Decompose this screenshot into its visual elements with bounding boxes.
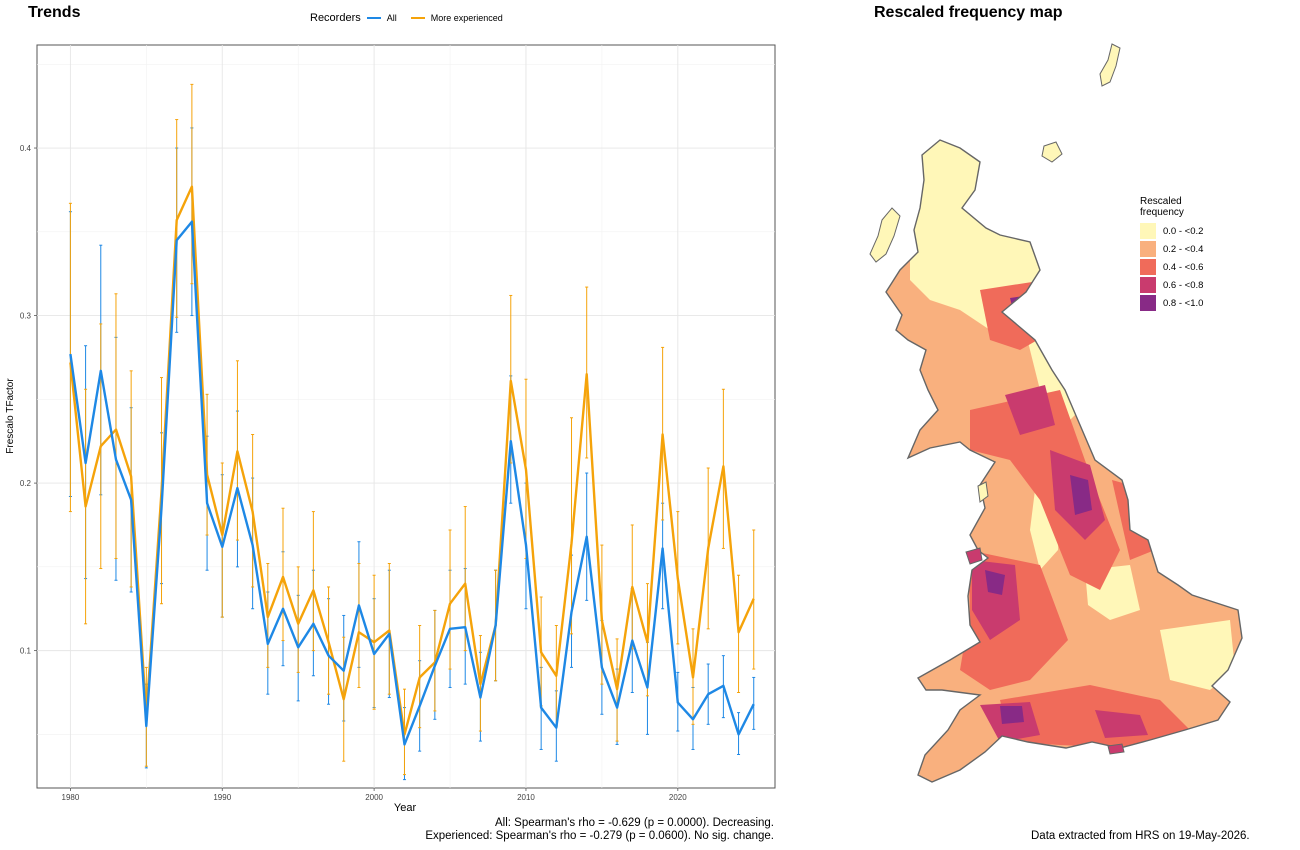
map-legend-item: 0.6 - <0.8 xyxy=(1140,276,1203,294)
error-bar-experienced xyxy=(585,286,589,459)
axis-ticks: 1980 1990 2000 2010 2020 0.1 0.2 0.3 0.4 xyxy=(20,144,687,802)
map-zone-top-wales xyxy=(985,570,1005,595)
map-legend-label: 0.8 - <1.0 xyxy=(1163,297,1204,309)
y-tick-label: 0.1 xyxy=(20,647,32,656)
spearman-stats: All: Spearman's rho = -0.629 (p = 0.0000… xyxy=(425,817,774,843)
map-legend-swatch xyxy=(1140,259,1156,275)
y-tick-label: 0.2 xyxy=(20,479,32,488)
map-zone-top-central xyxy=(1070,475,1092,515)
error-bar-experienced xyxy=(570,417,574,635)
data-source-footer: Data extracted from HRS on 19-May-2026. xyxy=(1031,830,1250,842)
map-zone-low-eastanglia xyxy=(1160,620,1235,690)
x-tick-label: 2010 xyxy=(517,793,535,802)
map-zone-high-southeast xyxy=(1095,710,1148,738)
legend-title: Recorders xyxy=(310,12,361,24)
map-legend-title-line1: Rescaled xyxy=(1140,196,1182,207)
map-hebrides xyxy=(869,207,901,263)
map-legend-item: 0.4 - <0.6 xyxy=(1140,258,1203,276)
map-legend-swatch xyxy=(1140,277,1156,293)
map-isle-of-man xyxy=(977,481,989,503)
map-zone-high-wales xyxy=(972,560,1020,640)
error-bar-experienced xyxy=(220,462,224,618)
map-legend-swatch xyxy=(1140,295,1156,311)
error-bar-experienced xyxy=(311,511,315,652)
x-axis-label: Year xyxy=(394,802,417,814)
x-tick-label: 2000 xyxy=(365,793,383,802)
map-anglesey xyxy=(965,547,983,565)
error-bar-experienced xyxy=(357,563,361,688)
map-zone-mid-north xyxy=(970,390,1120,590)
error-bar-experienced xyxy=(737,574,741,694)
error-bar-experienced xyxy=(387,563,391,695)
map-legend-title: Rescaled frequency xyxy=(1140,196,1203,218)
legend-label-all: All xyxy=(386,13,397,23)
error-bar-experienced xyxy=(448,529,452,670)
x-tick-label: 2020 xyxy=(669,793,687,802)
error-bar-experienced xyxy=(114,293,118,559)
series-line-all xyxy=(69,220,755,746)
y-axis-label: Frescalo TFactor xyxy=(5,378,16,454)
error-bar-experienced xyxy=(190,83,194,285)
map-coastline xyxy=(885,139,1243,783)
map-zone-top-scotland xyxy=(1010,295,1035,318)
map-isle-of-wight xyxy=(1107,743,1125,755)
error-bar-experienced xyxy=(296,566,300,673)
error-bar-all xyxy=(752,676,756,730)
trends-legend: Recorders All More experienced xyxy=(310,12,511,24)
map-shetland xyxy=(1099,43,1121,87)
map-legend-label: 0.2 - <0.4 xyxy=(1163,243,1204,255)
y-tick-label: 0.4 xyxy=(20,144,32,153)
map-legend: Rescaled frequency 0.0 - <0.2 0.2 - <0.4… xyxy=(1140,196,1203,312)
map-legend-item: 0.0 - <0.2 xyxy=(1140,222,1203,240)
x-tick-label: 1990 xyxy=(213,793,231,802)
legend-label-experienced: More experienced xyxy=(430,13,503,23)
map-orkney xyxy=(1041,141,1063,163)
trends-title: Trends xyxy=(28,4,81,21)
stats-experienced: Experienced: Spearman's rho = -0.279 (p … xyxy=(425,830,774,842)
map-legend-label: 0.4 - <0.6 xyxy=(1163,261,1204,273)
series-line-experienced xyxy=(69,185,755,736)
map-zone-mid-highlands xyxy=(980,280,1055,350)
legend-swatch-all xyxy=(366,17,381,19)
map-legend-swatch xyxy=(1140,241,1156,257)
error-bar-experienced xyxy=(281,507,285,642)
legend-swatch-experienced xyxy=(410,17,425,19)
map-legend-item: 0.2 - <0.4 xyxy=(1140,240,1203,258)
series-lines xyxy=(69,185,755,746)
map-legend-label: 0.6 - <0.8 xyxy=(1163,279,1204,291)
y-tick-label: 0.3 xyxy=(20,312,32,321)
map-zone-top-southwest xyxy=(1000,706,1024,724)
map-legend-title-line2: frequency xyxy=(1140,207,1184,218)
x-tick-label: 1980 xyxy=(62,793,80,802)
stats-all: All: Spearman's rho = -0.629 (p = 0.0000… xyxy=(495,817,774,829)
map-title: Rescaled frequency map xyxy=(874,4,1063,21)
frequency-map xyxy=(869,43,1243,783)
trends-chart: 1980 1990 2000 2010 2020 0.1 0.2 0.3 0.4 Year Fr… xyxy=(5,44,776,814)
map-zone-low-scotland xyxy=(910,140,1050,330)
map-zone-low-northeast xyxy=(1025,330,1080,430)
map-legend-swatch xyxy=(1140,223,1156,239)
map-legend-label: 0.0 - <0.2 xyxy=(1163,225,1204,237)
plot-panel xyxy=(36,44,776,789)
map-legend-item: 0.8 - <1.0 xyxy=(1140,294,1203,312)
map-zone-high-scotland xyxy=(1005,385,1055,435)
